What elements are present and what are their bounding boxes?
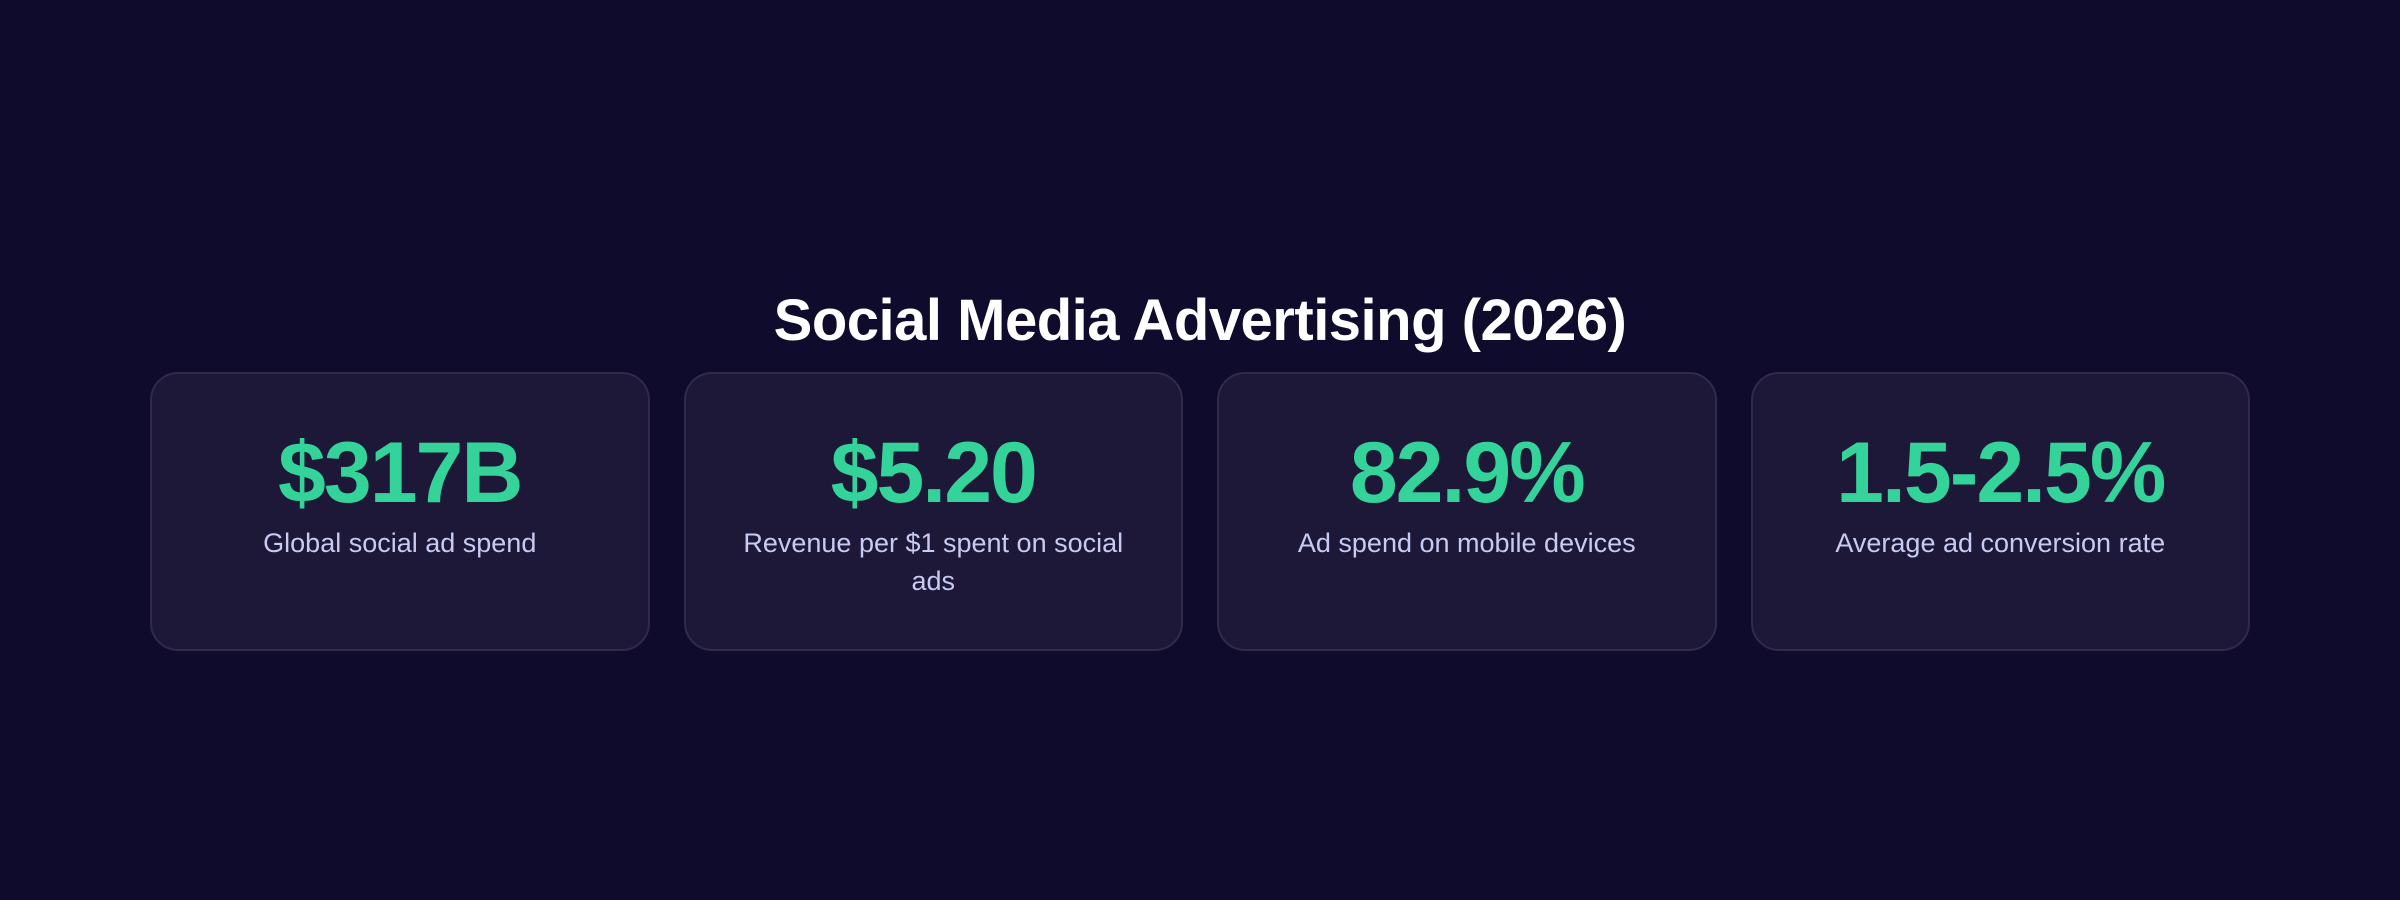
stat-value: 1.5-2.5% bbox=[1836, 425, 2166, 521]
stat-value: $5.20 bbox=[830, 425, 1038, 521]
stat-card-revenue-per-dollar: $5.20 Revenue per $1 spent on social ads bbox=[683, 372, 1183, 651]
stat-card-mobile-ad-spend: 82.9% Ad spend on mobile devices bbox=[1217, 372, 1717, 651]
stat-value: 82.9% bbox=[1349, 425, 1586, 521]
stat-card-global-ad-spend: $317B Global social ad spend bbox=[150, 372, 650, 651]
page-title: Social Media Advertising (2026) bbox=[773, 287, 1627, 353]
stat-cards: $317B Global social ad spend $5.20 Reven… bbox=[150, 372, 2250, 651]
stat-value: $317B bbox=[278, 425, 523, 521]
stat-card-conversion-rate: 1.5-2.5% Average ad conversion rate bbox=[1750, 372, 2250, 651]
stat-label: Average ad conversion rate bbox=[1835, 528, 2166, 558]
stat-label: Ad spend on mobile devices bbox=[1297, 528, 1636, 558]
stat-label: Global social ad spend bbox=[263, 528, 537, 558]
stat-label: Revenue per $1 spent on social ads bbox=[743, 528, 1124, 596]
